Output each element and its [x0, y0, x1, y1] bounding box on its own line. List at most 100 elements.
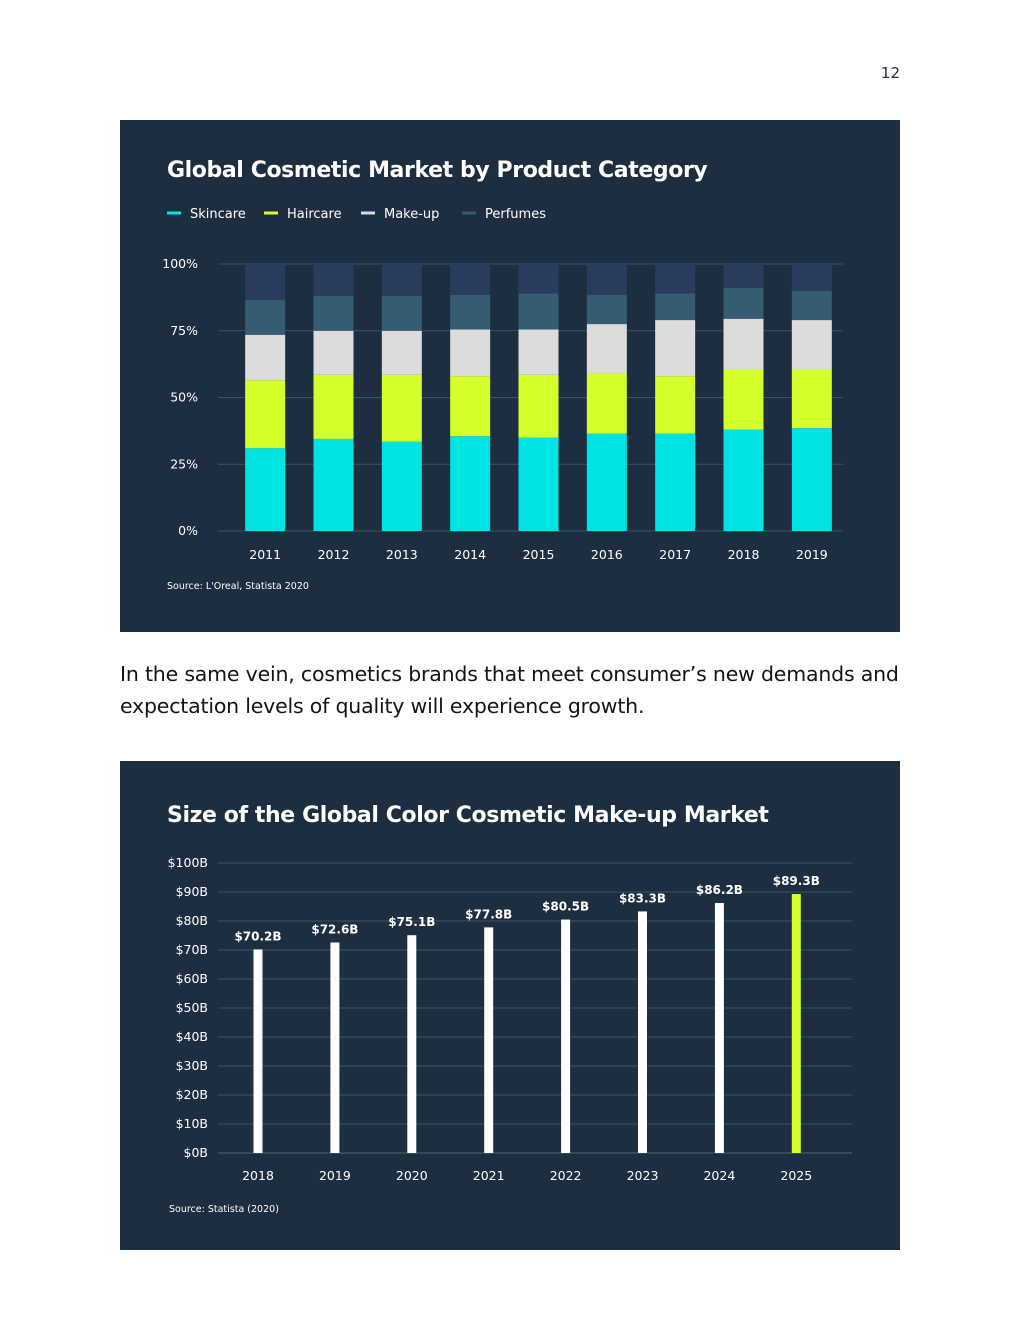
bar-segment-2018-skincare: [723, 429, 764, 531]
y-tick-label: 0%: [178, 523, 198, 538]
bar-segment-2015-haircare: [518, 374, 559, 438]
bar-segment-2019-perfumes: [791, 290, 832, 321]
bar-2025: [791, 894, 801, 1153]
bar-segment-2018-make-up: [723, 318, 764, 370]
x-tick-label: 2019: [319, 1168, 351, 1183]
bar-segment-2016-make-up: [586, 324, 627, 374]
bar-segment-2016-haircare: [586, 373, 627, 434]
data-label-2022: $80.5B: [542, 900, 589, 914]
y-tick-label: 75%: [170, 323, 198, 338]
bar-segment-2011-haircare: [245, 380, 286, 449]
bar-segment-2013-haircare: [381, 374, 422, 442]
body-paragraph: In the same vein, cosmetics brands that …: [120, 662, 899, 718]
makeup-market-chart-panel: Size of the Global Color Cosmetic Make-u…: [120, 761, 900, 1250]
bar-2023: [638, 911, 647, 1153]
bar-segment-2016-perfumes: [586, 294, 627, 325]
data-label-2025: $89.3B: [773, 874, 820, 888]
y-tick-label: $60B: [176, 971, 208, 986]
bar-segment-2011-make-up: [245, 334, 286, 381]
x-tick-label: 2022: [550, 1168, 582, 1183]
data-label-2024: $86.2B: [696, 883, 743, 897]
bar-segment-2018-haircare: [723, 369, 764, 430]
bar-segment-2011-perfumes: [245, 300, 286, 335]
legend-label-make-up: Make-up: [384, 207, 439, 222]
x-tick-label: 2013: [386, 547, 418, 562]
bar-2020: [407, 935, 417, 1153]
bar-segment-2012-perfumes: [313, 296, 354, 331]
x-tick-label: 2023: [627, 1168, 659, 1183]
category-stacked-bar-chart: Global Cosmetic Market by Product Catego…: [162, 158, 843, 592]
y-tick-label: $20B: [176, 1087, 208, 1102]
bar-segment-2012-skincare: [313, 438, 354, 531]
bar-2021: [484, 927, 494, 1153]
bar-segment-2013-skincare: [381, 441, 422, 531]
page-number: 12: [880, 64, 900, 82]
bar-segment-2016-other: [586, 264, 627, 295]
y-tick-label: $50B: [176, 1000, 208, 1015]
x-tick-label: 2015: [523, 547, 555, 562]
bar-segment-2019-make-up: [791, 320, 832, 370]
y-tick-label: $0B: [184, 1145, 208, 1160]
bar-2024: [714, 903, 724, 1153]
y-tick-label: $40B: [176, 1029, 208, 1044]
bar-segment-2019-haircare: [791, 369, 832, 429]
bar-segment-2015-perfumes: [518, 293, 559, 330]
bar-segment-2017-skincare: [655, 433, 696, 531]
bar-segment-2012-other: [313, 264, 354, 297]
legend-label-perfumes: Perfumes: [485, 207, 546, 222]
y-tick-label: 50%: [170, 390, 198, 405]
y-tick-label: 100%: [162, 256, 198, 271]
bar-segment-2017-other: [655, 264, 696, 294]
bar-segment-2016-skincare: [586, 433, 627, 531]
y-tick-label: $90B: [176, 884, 208, 899]
chart-source: Source: Statista (2020): [169, 1204, 279, 1215]
x-tick-label: 2024: [703, 1168, 735, 1183]
bar-segment-2019-other: [791, 264, 832, 291]
x-tick-label: 2012: [318, 547, 350, 562]
bar-segment-2013-perfumes: [381, 296, 422, 331]
data-label-2020: $75.1B: [388, 915, 435, 929]
x-tick-label: 2011: [249, 547, 281, 562]
data-label-2018: $70.2B: [234, 929, 281, 943]
legend-label-haircare: Haircare: [287, 207, 342, 222]
x-tick-label: 2021: [473, 1168, 505, 1183]
y-tick-label: $10B: [176, 1116, 208, 1131]
x-tick-label: 2018: [728, 547, 760, 562]
legend-label-skincare: Skincare: [190, 207, 246, 222]
y-tick-label: $100B: [168, 855, 208, 870]
makeup-market-bar-chart: Size of the Global Color Cosmetic Make-u…: [167, 803, 852, 1215]
bar-segment-2012-haircare: [313, 374, 354, 439]
y-tick-label: $30B: [176, 1058, 208, 1073]
bar-segment-2015-other: [518, 264, 559, 294]
bar-segment-2014-other: [450, 264, 491, 295]
bar-segment-2017-haircare: [655, 376, 696, 434]
bar-segment-2014-make-up: [450, 329, 491, 377]
data-label-2023: $83.3B: [619, 891, 666, 905]
y-tick-label: 25%: [170, 456, 198, 471]
x-tick-label: 2025: [780, 1168, 812, 1183]
bar-2018: [253, 949, 263, 1153]
data-label-2019: $72.6B: [311, 922, 358, 936]
x-tick-label: 2017: [659, 547, 691, 562]
chart-source: Source: L'Oreal, Statista 2020: [167, 581, 309, 592]
bar-segment-2019-skincare: [791, 428, 832, 531]
bar-segment-2013-make-up: [381, 330, 422, 375]
bar-segment-2015-make-up: [518, 329, 559, 375]
bar-segment-2014-haircare: [450, 376, 491, 437]
y-tick-label: $70B: [176, 942, 208, 957]
bar-segment-2012-make-up: [313, 330, 354, 375]
x-tick-label: 2014: [454, 547, 486, 562]
bar-segment-2018-perfumes: [723, 288, 764, 319]
x-tick-label: 2018: [242, 1168, 274, 1183]
bar-segment-2013-other: [381, 264, 422, 297]
bar-segment-2017-make-up: [655, 320, 696, 377]
bar-segment-2011-skincare: [245, 448, 286, 531]
data-label-2021: $77.8B: [465, 907, 512, 921]
y-tick-label: $80B: [176, 913, 208, 928]
chart-title: Global Cosmetic Market by Product Catego…: [167, 158, 707, 183]
bar-segment-2014-skincare: [450, 436, 491, 531]
x-tick-label: 2020: [396, 1168, 428, 1183]
chart-title: Size of the Global Color Cosmetic Make-u…: [167, 803, 769, 828]
bar-segment-2014-perfumes: [450, 294, 491, 330]
bar-2022: [561, 919, 571, 1153]
